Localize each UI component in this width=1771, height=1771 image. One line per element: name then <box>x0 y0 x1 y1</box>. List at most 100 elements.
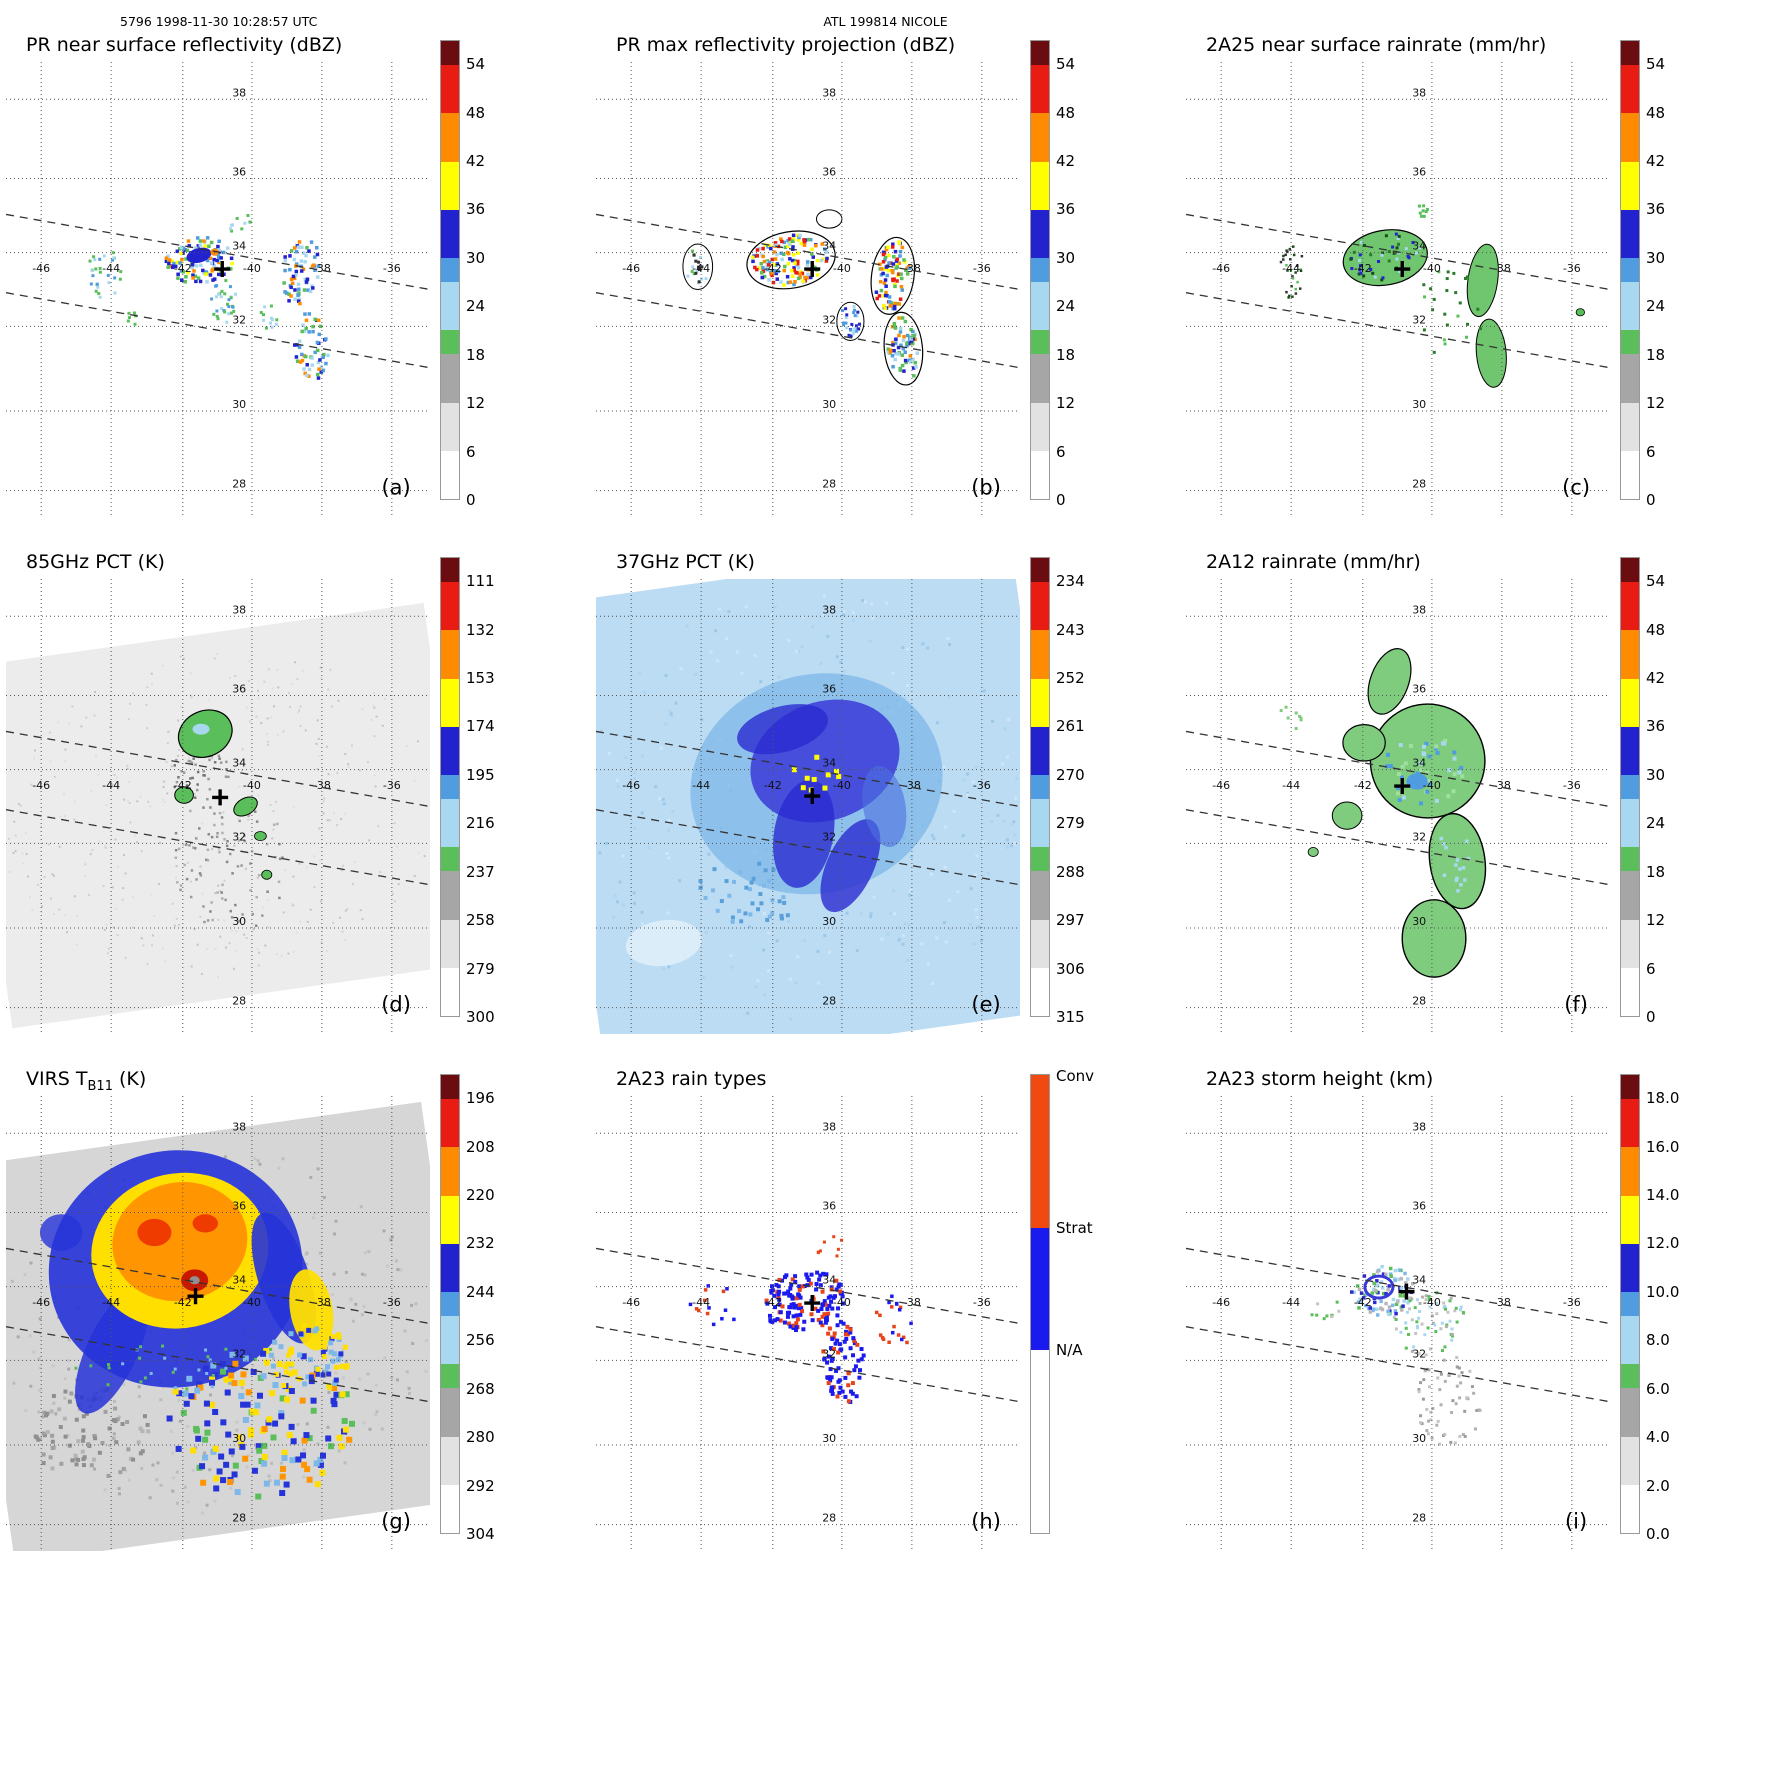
map-speckle <box>227 305 231 309</box>
map-speckle <box>114 838 117 841</box>
map-speckle <box>32 1350 36 1354</box>
map-speckle <box>1424 1353 1428 1357</box>
map-speckle <box>1446 1310 1450 1314</box>
map-speckle <box>246 214 250 218</box>
map-speckle <box>844 1329 849 1334</box>
title-text: 37GHz PCT (K) <box>616 551 755 573</box>
map-speckle <box>818 1320 823 1325</box>
map-speckle <box>845 911 849 915</box>
map-speckle <box>849 334 853 338</box>
map-speckle <box>761 254 765 259</box>
map-speckle <box>244 1401 251 1408</box>
map-speckle <box>354 1302 358 1306</box>
map-speckle <box>1014 796 1018 800</box>
map-speckle <box>909 1321 913 1326</box>
map-speckle <box>186 861 189 864</box>
map-speckle <box>896 926 900 930</box>
map-speckle <box>848 1330 853 1335</box>
storm-center-marker-icon <box>804 1295 821 1312</box>
map-speckle <box>1455 858 1460 862</box>
map-speckle <box>272 823 276 826</box>
longitude-label: -40 <box>243 262 261 275</box>
map-speckle <box>103 1488 107 1492</box>
map-speckle <box>900 316 905 320</box>
map-speckle <box>830 1336 835 1341</box>
map-speckle <box>74 1417 79 1422</box>
map-speckle <box>829 1375 834 1380</box>
map-speckle <box>190 965 193 968</box>
map-speckle <box>191 273 195 277</box>
map-speckle <box>341 1348 345 1352</box>
map-speckle <box>1384 234 1388 238</box>
map-speckle <box>185 877 189 881</box>
map-speckle <box>39 1437 43 1441</box>
map-speckle <box>731 879 736 884</box>
map-speckle <box>183 1400 190 1407</box>
map-speckle <box>1454 1402 1458 1406</box>
map-speckle <box>1358 268 1362 272</box>
map-speckle <box>837 1342 842 1347</box>
colorbar-labels: 54 48 42 36 30 24 18 12 6 0 <box>1646 40 1706 509</box>
map-feature <box>737 704 828 755</box>
map-speckle <box>1425 1407 1429 1411</box>
map-speckle <box>185 843 188 847</box>
map-speckle <box>1359 1291 1364 1295</box>
colorbar-tick-label: 54 <box>1056 55 1076 74</box>
map-speckle <box>780 239 784 244</box>
map-speckle <box>1428 1385 1432 1389</box>
map-speckle <box>806 272 810 277</box>
map-speckle <box>106 1363 110 1367</box>
map-speckle <box>121 1466 126 1471</box>
map-speckle <box>793 280 797 284</box>
map-speckle <box>1359 1299 1363 1304</box>
map-speckle <box>81 1435 86 1440</box>
map-speckle <box>775 1317 780 1322</box>
map-speckle <box>240 227 244 231</box>
map-speckle <box>413 779 416 782</box>
map-speckle <box>175 917 178 920</box>
map-speckle <box>897 1307 902 1312</box>
map-speckle <box>838 1319 843 1324</box>
map-speckle <box>202 774 205 777</box>
map-speckle <box>891 242 895 246</box>
map-speckle <box>261 1442 268 1449</box>
map-speckle <box>227 775 230 779</box>
map-speckle <box>1394 1327 1398 1331</box>
map-speckle <box>233 292 237 296</box>
colorbar-tick-label: Conv <box>1056 1067 1095 1086</box>
map-speckle <box>231 1471 238 1478</box>
map-speckle <box>14 850 17 853</box>
map-speckle <box>206 848 210 852</box>
title-text: 2A23 storm height (km) <box>1206 1068 1434 1090</box>
map-area: 38 36 34 32 30 28 -46 -44 -42 -40 -38 -36 (a) <box>6 62 430 517</box>
colorbar-segment <box>1031 678 1049 727</box>
map-speckle <box>263 680 266 683</box>
map-speckle <box>1410 1318 1414 1322</box>
map-speckle <box>199 915 202 918</box>
map-speckle <box>1294 292 1298 295</box>
map-speckle <box>881 271 885 276</box>
map-speckle <box>297 1352 303 1358</box>
map-speckle <box>1458 1308 1462 1312</box>
map-speckle <box>826 1331 831 1336</box>
map-speckle <box>789 268 794 273</box>
map-speckle <box>1404 1346 1408 1350</box>
map-speckle <box>58 845 61 848</box>
map-speckle <box>271 837 274 840</box>
map-speckle <box>337 1449 341 1453</box>
map-speckle <box>796 1292 801 1297</box>
map-speckle <box>730 915 735 920</box>
map-speckle <box>267 926 270 929</box>
map-speckle <box>786 280 791 285</box>
map-speckle <box>232 967 235 970</box>
map-speckle <box>773 1305 778 1310</box>
map-feature <box>192 723 210 735</box>
map-speckle <box>297 297 301 301</box>
colorbar-tick-label: 6 <box>1056 442 1066 461</box>
map-speckle <box>390 1235 394 1239</box>
map-speckle <box>808 1281 813 1286</box>
map-speckle <box>143 1376 147 1380</box>
map-speckle <box>1460 774 1465 779</box>
map-speckle <box>303 354 308 359</box>
